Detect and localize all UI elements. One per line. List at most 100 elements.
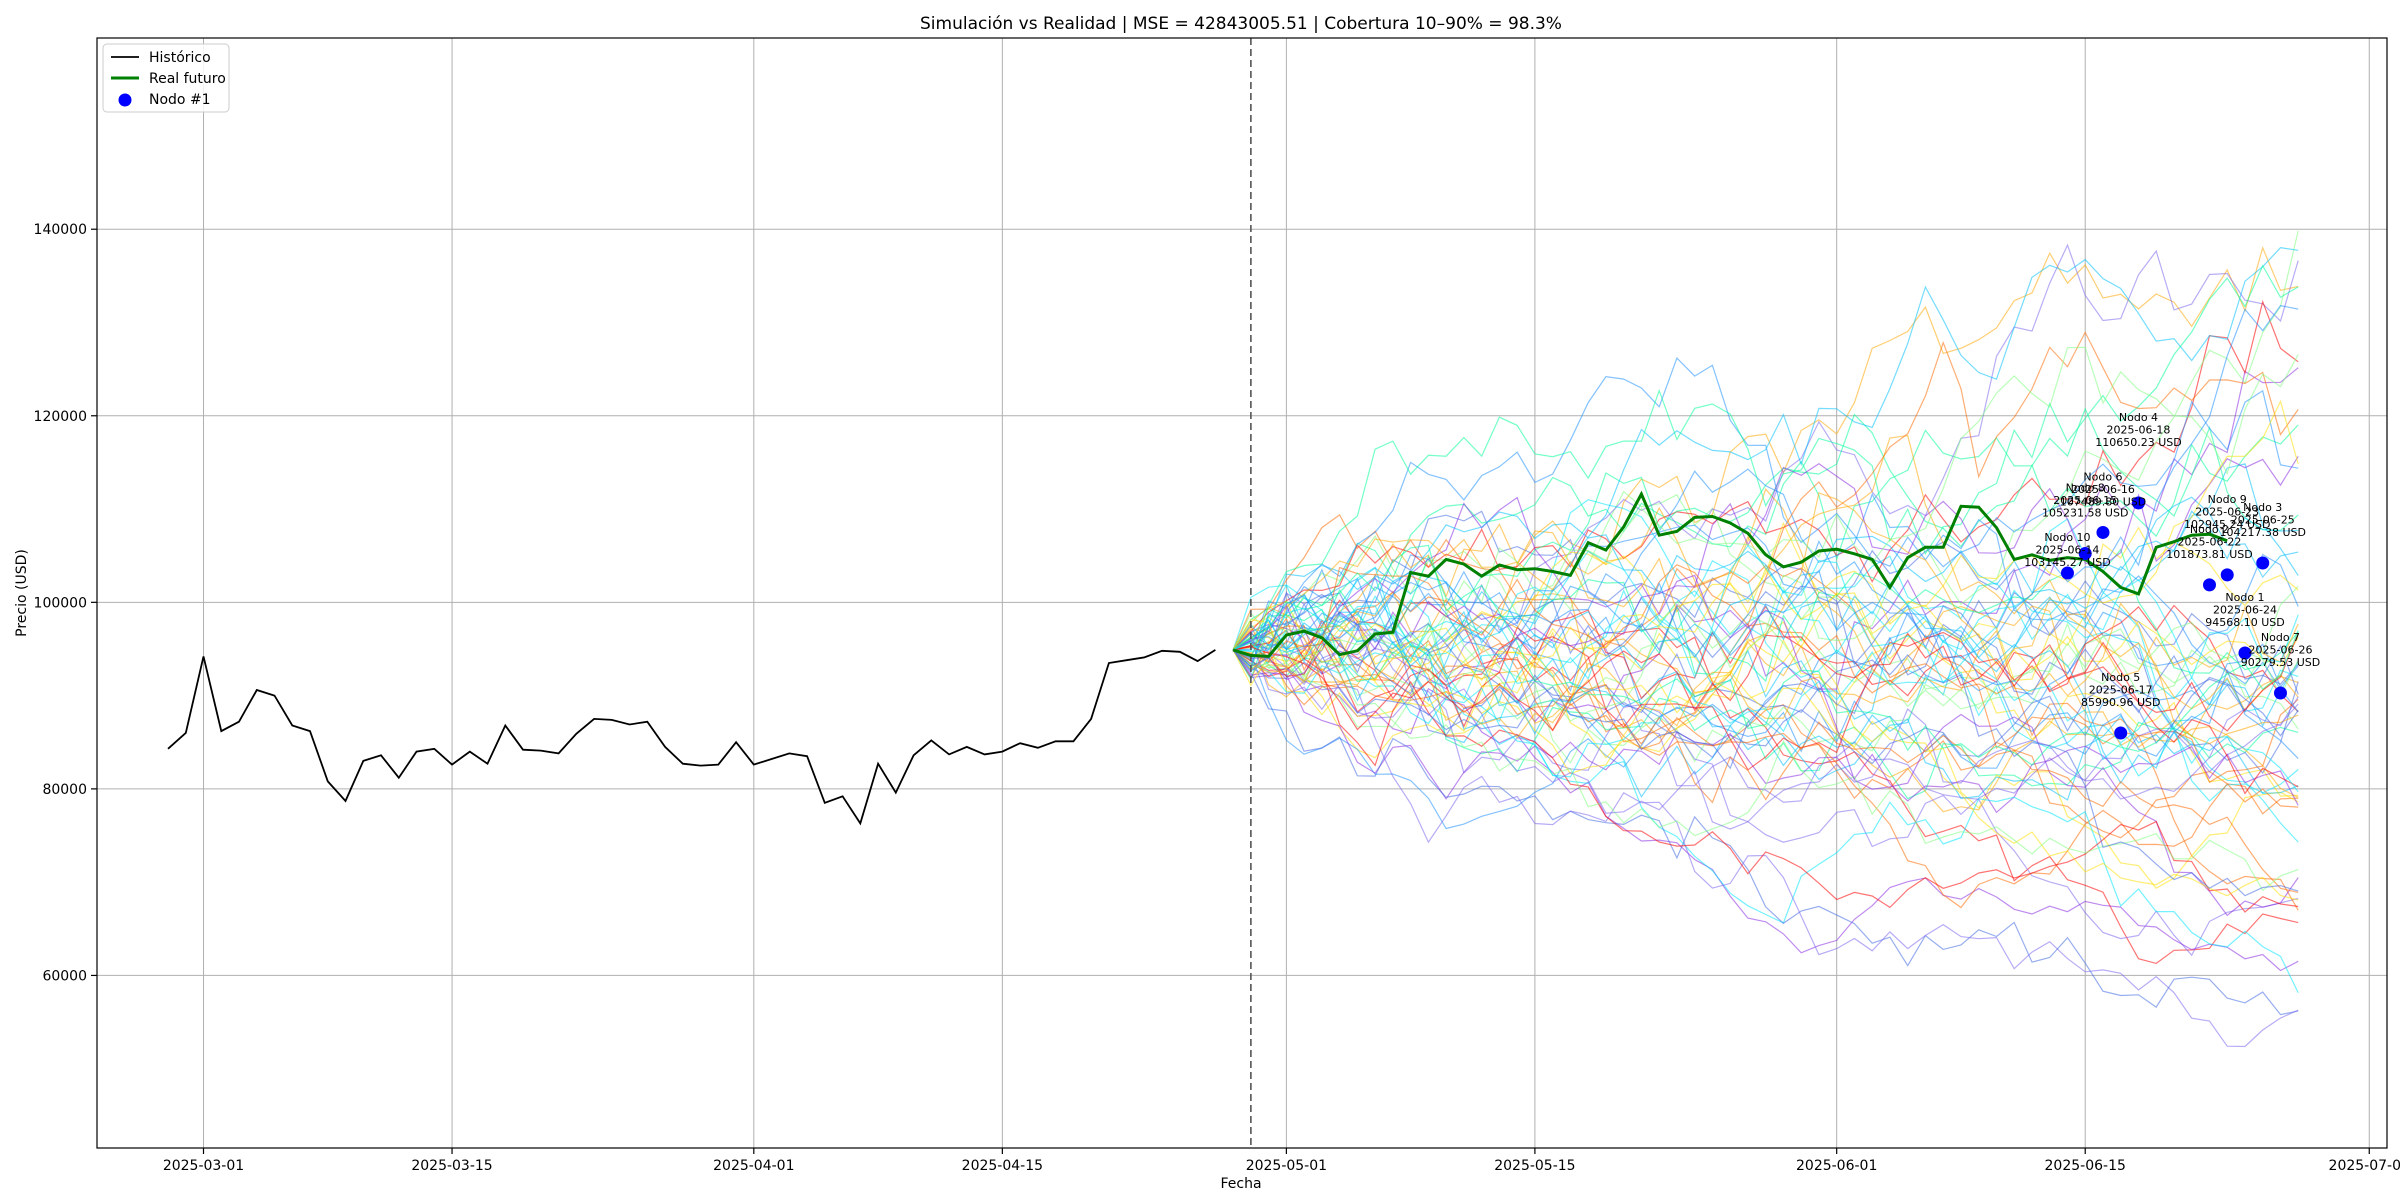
simulated-path (1232, 548, 2299, 683)
simulated-path (1232, 629, 2299, 793)
simulated-path (1232, 553, 2299, 769)
node-annotation-line: 2025-06-16 (2071, 483, 2135, 496)
simulated-path (1232, 604, 2299, 713)
node-annotation-line: 2025-06-24 (2213, 603, 2277, 616)
node-annotation-line: Nodo 6 (2083, 470, 2122, 483)
node-annotation-line: Nodo 3 (2243, 501, 2282, 514)
node-annotation-line: 2025-06-17 (2089, 684, 2153, 697)
x-tick-label: 2025-07-01 (2329, 1158, 2400, 1174)
node-annotation-line: Nodo 1 (2225, 591, 2264, 604)
simulated-path (1232, 544, 2299, 766)
simulated-path (1232, 247, 2299, 659)
simulated-path (1232, 564, 2299, 785)
node-annotation-line: 102945.24 USD (2184, 518, 2271, 531)
node-point (2238, 646, 2252, 660)
axes-frame (96, 37, 2388, 1149)
x-tick-label: 2025-06-01 (1796, 1158, 1877, 1174)
simulated-path (1232, 590, 2299, 897)
x-tick-label: 2025-03-15 (411, 1158, 492, 1174)
node-annotation-line: 110650.23 USD (2095, 436, 2182, 449)
chart-title: Simulación vs Realidad | MSE = 42843005.… (920, 14, 1562, 34)
real-future-series-line (1232, 490, 2228, 658)
y-axis-label: Precio (USD) (14, 549, 30, 637)
node-annotation-line: 85990.96 USD (2081, 696, 2161, 709)
simulated-path (1232, 629, 2299, 913)
node-point (2078, 547, 2092, 561)
node-annotation-line: 103145.27 USD (2024, 556, 2111, 569)
simulated-path (1232, 616, 2299, 889)
simulated-path (1233, 544, 2299, 684)
simulated-path (1232, 492, 2299, 739)
simulated-path (1232, 643, 2299, 994)
legend-label: Nodo #1 (149, 92, 211, 108)
y-tick-label: 120000 (34, 409, 87, 425)
node-annotation-line: 2025-06-15 (2053, 494, 2117, 507)
simulated-path (1232, 389, 2299, 651)
simulated-path (1232, 625, 2299, 909)
node-annotation-line: 107489.80 USD (2060, 495, 2147, 508)
node-annotation-line: 104217.38 USD (2219, 526, 2306, 539)
node-annotation-line: 101873.81 USD (2166, 548, 2253, 561)
node-point (2060, 566, 2074, 580)
x-tick-label: 2025-04-15 (962, 1158, 1043, 1174)
node-annotation-line: 2025-06-22 (2178, 535, 2242, 548)
simulated-path (1232, 499, 2299, 843)
historical-series-line (167, 649, 1216, 826)
simulated-path (1232, 621, 2299, 764)
x-tick-label: 2025-05-01 (1246, 1158, 1327, 1174)
node-point (2096, 525, 2110, 539)
simulated-path (1232, 627, 2299, 797)
simulated-path (1232, 518, 2299, 712)
simulated-path (1232, 590, 2299, 720)
node-annotation-line: Nodo 2 (2190, 523, 2229, 536)
legend-box (102, 43, 230, 113)
y-tick-label: 140000 (34, 222, 87, 238)
node-point (2131, 496, 2145, 510)
plot-content (167, 38, 2299, 1148)
simulated-path (1232, 611, 2299, 830)
simulated-path (1232, 600, 2299, 722)
node-annotation-line: 2025-06-23 (2195, 505, 2259, 518)
legend-label: Histórico (149, 50, 211, 66)
legend: Histórico Real futuro Nodo #1 (102, 43, 230, 113)
node-annotation-line: Nodo 8 (2066, 482, 2105, 495)
node-annotation-line: Nodo 4 (2119, 411, 2158, 424)
node-point (2273, 686, 2287, 700)
node-annotation-line: Nodo 7 (2261, 631, 2300, 644)
simulated-path (1232, 299, 2299, 651)
node-annotation-line: 2025-06-25 (2231, 513, 2295, 526)
x-tick-label: 2025-03-01 (163, 1158, 244, 1174)
simulated-path (1232, 638, 2299, 1048)
y-tick-label: 80000 (42, 782, 87, 798)
simulated-path (1232, 649, 2299, 814)
simulated-path (1232, 585, 2299, 714)
node-annotation-line: 2025-06-26 (2249, 643, 2313, 656)
x-axis-label: Fecha (1220, 1176, 1261, 1192)
node-annotation-line: Nodo 9 (2208, 493, 2247, 506)
node-annotation-line: 2025-06-14 (2035, 543, 2099, 556)
simulated-path (1232, 521, 2299, 687)
simulated-path (1232, 649, 2299, 830)
node-point (2202, 578, 2216, 592)
node-annotation-line: Nodo 5 (2101, 671, 2140, 684)
node-annotation-line: 2025-06-18 (2107, 423, 2171, 436)
simulated-path (1233, 632, 2299, 732)
y-tick-label: 100000 (34, 595, 87, 611)
simulated-path (1232, 649, 2299, 1016)
x-tick-label: 2025-06-15 (2045, 1158, 2126, 1174)
node-annotation-line: 90279.53 USD (2241, 656, 2321, 669)
legend-dot-swatch (118, 93, 132, 107)
x-tick-label: 2025-05-15 (1494, 1158, 1575, 1174)
simulated-path (1232, 264, 2299, 661)
simulated-path (1232, 649, 2299, 972)
simulated-path (1232, 633, 2299, 892)
node-annotation-line: 105231.58 USD (2042, 507, 2129, 520)
x-tick-label: 2025-04-01 (713, 1158, 794, 1174)
simulated-path (1232, 600, 2299, 901)
simulated-path (1232, 304, 2299, 669)
simulated-path (1232, 455, 2299, 681)
simulated-path (1232, 488, 2299, 798)
